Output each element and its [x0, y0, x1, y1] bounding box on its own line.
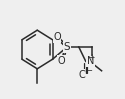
Text: N: N	[87, 56, 94, 66]
Text: O: O	[53, 32, 61, 42]
Text: −: −	[85, 66, 92, 75]
Text: +: +	[88, 53, 94, 62]
Text: S: S	[64, 42, 70, 52]
Text: O: O	[58, 56, 65, 66]
Text: C: C	[78, 70, 85, 80]
